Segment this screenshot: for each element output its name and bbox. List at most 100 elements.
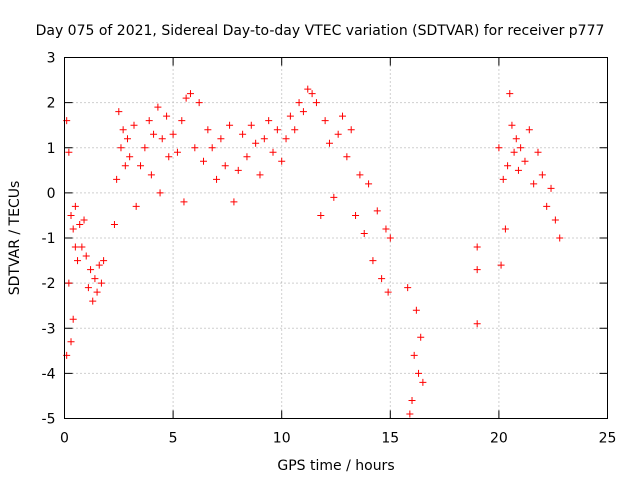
data-point: [352, 211, 360, 219]
data-point: [182, 94, 190, 102]
x-tick-label: 15: [381, 431, 399, 447]
chart-title: Day 075 of 2021, Sidereal Day-to-day VTE…: [36, 23, 605, 39]
data-point: [208, 144, 216, 152]
data-point: [252, 139, 260, 147]
y-tick-label: 2: [47, 96, 56, 112]
data-point: [547, 184, 555, 192]
data-point: [360, 229, 368, 237]
data-point: [406, 410, 414, 418]
y-tick-label: 1: [47, 141, 56, 157]
data-point: [382, 225, 390, 233]
data-point: [82, 252, 90, 260]
data-point: [67, 211, 75, 219]
data-point: [186, 90, 194, 98]
data-point: [308, 90, 316, 98]
data-point: [180, 198, 188, 206]
data-point: [191, 144, 199, 152]
data-point: [378, 275, 386, 283]
data-point: [543, 202, 551, 210]
data-point: [286, 112, 294, 120]
data-point: [556, 234, 564, 242]
data-point: [91, 275, 99, 283]
data-point: [312, 99, 320, 107]
y-tick-label: 3: [47, 51, 56, 67]
data-point: [419, 378, 427, 386]
data-point: [132, 202, 140, 210]
data-point: [213, 175, 221, 183]
data-point: [510, 148, 518, 156]
data-point: [137, 162, 145, 170]
data-point: [417, 333, 425, 341]
data-point: [356, 171, 364, 179]
data-point: [325, 139, 333, 147]
data-point: [67, 338, 75, 346]
data-point: [80, 216, 88, 224]
data-point: [150, 130, 158, 138]
grid: [64, 57, 608, 419]
data-point: [243, 153, 251, 161]
data-point: [147, 171, 155, 179]
data-point: [538, 171, 546, 179]
data-point: [200, 157, 208, 165]
data-point: [154, 103, 162, 111]
data-point: [514, 166, 522, 174]
data-point: [115, 108, 123, 116]
data-point: [156, 189, 164, 197]
data-point: [291, 126, 299, 134]
data-point: [113, 175, 121, 183]
data-point: [339, 112, 347, 120]
data-point: [204, 126, 212, 134]
data-point: [69, 315, 77, 323]
data-point: [347, 126, 355, 134]
y-tick-label: -4: [42, 366, 56, 382]
data-point: [512, 135, 520, 143]
data-point: [330, 193, 338, 201]
data-point: [65, 279, 73, 287]
data-point: [110, 220, 118, 228]
data-point: [473, 320, 481, 328]
x-tick-label: 0: [60, 431, 69, 447]
data-point: [195, 99, 203, 107]
data-point: [69, 225, 77, 233]
data-point: [497, 261, 505, 269]
data-point: [295, 99, 303, 107]
data-point: [74, 257, 82, 265]
data-point: [117, 144, 125, 152]
data-point: [169, 130, 177, 138]
data-point: [239, 130, 247, 138]
data-point: [473, 266, 481, 274]
data-point: [163, 112, 171, 120]
data-point: [386, 234, 394, 242]
data-point: [89, 297, 97, 305]
y-tick-label: -1: [42, 231, 56, 247]
data-point: [78, 243, 86, 251]
data-point: [217, 135, 225, 143]
data-point: [76, 220, 84, 228]
data-point: [365, 180, 373, 188]
data-point: [521, 157, 529, 165]
data-point: [87, 266, 95, 274]
data-points: [63, 85, 564, 418]
data-point: [373, 207, 381, 215]
data-point: [408, 396, 416, 404]
data-point: [84, 284, 92, 292]
data-point: [165, 153, 173, 161]
data-point: [317, 211, 325, 219]
data-point: [145, 117, 153, 125]
data-point: [343, 153, 351, 161]
data-point: [278, 157, 286, 165]
data-point: [282, 135, 290, 143]
y-tick-label: -5: [42, 412, 56, 428]
data-point: [299, 108, 307, 116]
data-point: [495, 144, 503, 152]
x-tick-label: 10: [273, 431, 291, 447]
data-point: [100, 257, 108, 265]
data-point: [123, 135, 131, 143]
data-point: [517, 144, 525, 152]
data-point: [130, 121, 138, 129]
data-point: [71, 243, 79, 251]
data-point: [121, 162, 129, 170]
data-point: [530, 180, 538, 188]
data-point: [384, 288, 392, 296]
data-point: [256, 171, 264, 179]
